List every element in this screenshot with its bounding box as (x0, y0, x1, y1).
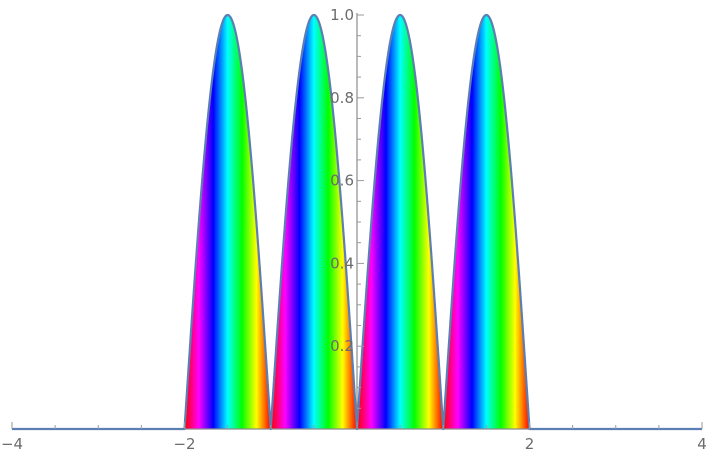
y-tick-label: 1.0 (330, 6, 354, 24)
y-tick-label: 0.6 (330, 172, 354, 190)
x-tick-label: 4 (697, 435, 707, 453)
y-tick-label: 0.4 (330, 254, 354, 272)
y-axis-ticks: 0.2 0.4 0.6 0.8 1.0 (330, 6, 364, 409)
x-tick-label: 2 (525, 435, 535, 453)
x-axis-ticks: −4 −2 2 4 (1, 422, 707, 453)
y-tick-label: 0.8 (330, 89, 354, 107)
x-tick-label: −2 (173, 435, 195, 453)
y-tick-label: 0.2 (330, 337, 354, 355)
x-tick-label: −4 (1, 435, 23, 453)
